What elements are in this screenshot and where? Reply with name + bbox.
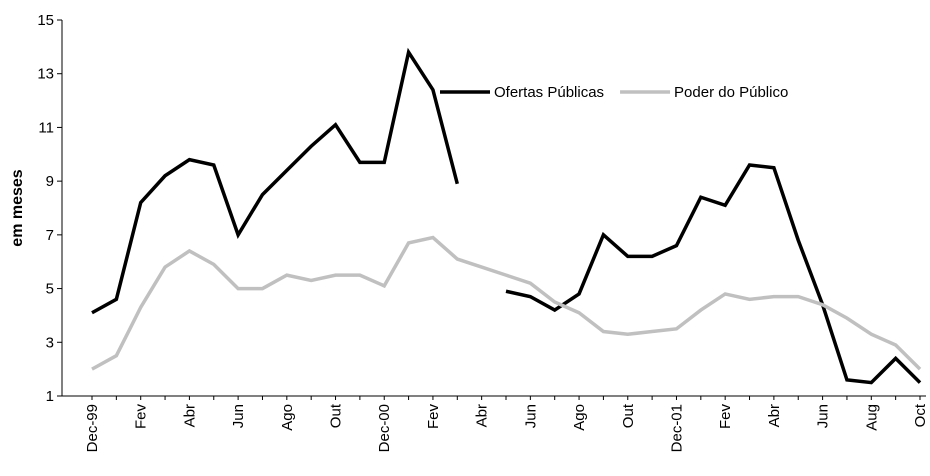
x-tick-label: Aug	[863, 404, 880, 431]
y-tick-label: 5	[46, 281, 54, 298]
x-tick-label: Out	[620, 403, 637, 428]
legend-label: Ofertas Públicas	[494, 84, 604, 101]
series-line	[91, 235, 922, 371]
legend-label: Poder do Público	[674, 84, 788, 101]
y-tick-label: 1	[46, 388, 54, 405]
y-tick-label: 11	[38, 119, 54, 136]
y-axis-label: em meses	[9, 169, 26, 246]
x-tick-label: Dec-00	[376, 404, 393, 452]
x-tick-label: Abr	[766, 404, 783, 427]
y-tick-label: 9	[46, 173, 54, 190]
x-tick-label: Dec-01	[668, 404, 685, 452]
x-tick-label: Abr	[181, 404, 198, 427]
x-tick-label: Abr	[474, 404, 491, 427]
x-tick-label: Oct	[912, 403, 929, 427]
x-tick-label: Ago	[279, 404, 296, 431]
x-tick-label: Ago	[571, 404, 588, 431]
x-tick-label: Jun	[522, 404, 539, 428]
x-tick-label: Out	[328, 403, 345, 428]
y-tick-label: 13	[37, 66, 54, 83]
x-tick-label: Jun	[815, 404, 832, 428]
x-tick-label: Fev	[425, 404, 442, 430]
x-tick-label: Jun	[230, 404, 247, 428]
y-tick-label: 3	[46, 334, 54, 351]
y-tick-label: 7	[46, 227, 54, 244]
y-tick-label: 15	[37, 12, 54, 29]
series-line	[91, 47, 922, 385]
x-tick-label: Fev	[717, 404, 734, 430]
x-tick-label: Fev	[133, 404, 150, 430]
x-tick-label: Dec-99	[84, 404, 101, 452]
